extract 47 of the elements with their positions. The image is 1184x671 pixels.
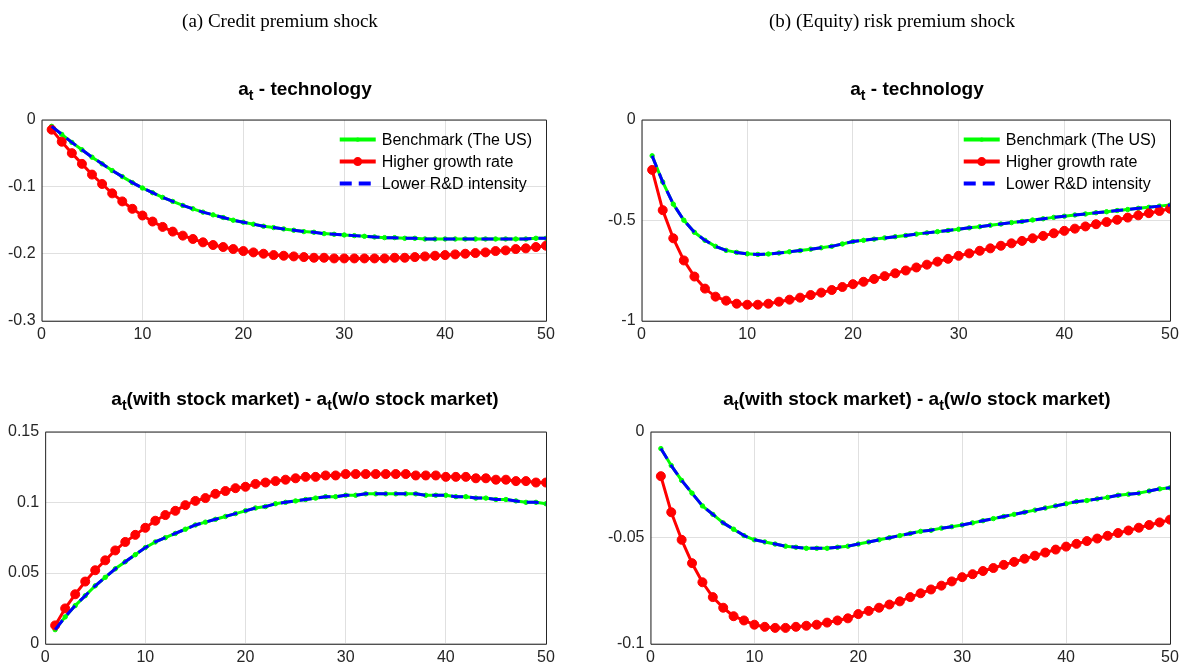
y-tick-label: -0.1 (7, 177, 36, 195)
x-tick-label: 30 (335, 324, 354, 342)
chart-subtitle: (b) (Equity) risk premium shock (768, 10, 1016, 32)
chart-title: a$_{t}$(with stock market) - a$_{t}$(w/o stock market) (722, 388, 1112, 413)
y-tick-label: -0.05 (608, 528, 645, 546)
x-tick-label: 20 (236, 647, 255, 665)
legend-label: Benchmark (The US) (381, 131, 532, 149)
x-tick-label: 20 (844, 324, 862, 342)
y-tick-label: 0 (626, 110, 636, 128)
y-tick-label: -0.3 (7, 311, 36, 329)
y-tick-label: -0.1 (616, 634, 645, 652)
legend-label: Lower R&D intensity (381, 175, 527, 193)
x-tick-label: 50 (1161, 647, 1179, 665)
x-tick-label: 20 (234, 324, 253, 342)
x-tick-label: 40 (1057, 647, 1076, 665)
y-tick-label: 0.15 (8, 422, 40, 440)
x-tick-label: 10 (745, 647, 764, 665)
legend-label: Higher growth rate (381, 153, 514, 171)
x-tick-label: 30 (949, 324, 968, 342)
x-tick-label: 10 (133, 324, 152, 342)
y-tick-label: -0.2 (7, 244, 36, 262)
y-tick-label: 0 (26, 110, 36, 128)
x-tick-label: 30 (336, 647, 355, 665)
chart-subtitle: (a) Credit premium shock (181, 10, 379, 32)
x-tick-label: 30 (953, 647, 972, 665)
chart-title: a$_{t}$(with stock market) - a$_{t}$(w/o stock market) (110, 388, 500, 413)
y-tick-label: 0.1 (16, 492, 40, 510)
y-tick-label: -1 (621, 311, 636, 329)
y-tick-label: -0.5 (607, 210, 636, 228)
legend-label: Benchmark (The US) (1005, 131, 1156, 149)
x-tick-label: 20 (849, 647, 868, 665)
x-tick-label: 50 (1161, 324, 1179, 342)
x-tick-label: 50 (537, 647, 555, 665)
chart-title: a$_{t}$ - technology (237, 78, 373, 103)
x-tick-label: 40 (436, 647, 455, 665)
x-tick-label: 40 (1055, 324, 1074, 342)
chart-title: a$_{t}$ - technology (849, 78, 985, 103)
y-tick-label: 0.05 (8, 563, 40, 581)
x-tick-label: 10 (738, 324, 757, 342)
legend-label: Higher growth rate (1005, 153, 1138, 171)
x-tick-label: 40 (436, 324, 455, 342)
y-tick-label: 0 (30, 634, 40, 652)
x-tick-label: 10 (136, 647, 155, 665)
legend-label: Lower R&D intensity (1005, 175, 1151, 193)
x-tick-label: 0 (646, 647, 656, 665)
x-tick-label: 50 (537, 324, 555, 342)
y-tick-label: 0 (635, 422, 645, 440)
